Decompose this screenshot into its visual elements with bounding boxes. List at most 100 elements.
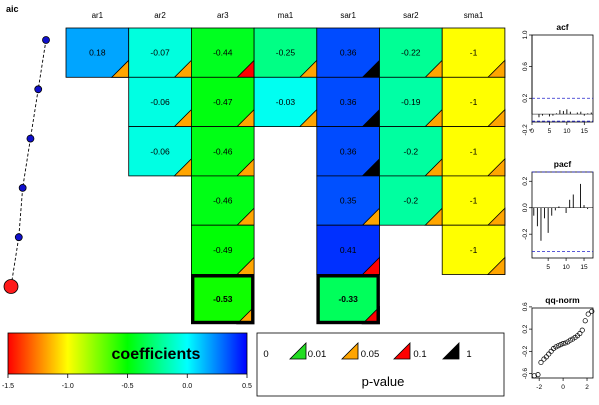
qq-point xyxy=(560,341,566,347)
aic-point xyxy=(26,134,35,143)
x-tick-label: 0 xyxy=(530,128,534,135)
coefficient-cell xyxy=(316,126,380,177)
y-tick-label: 0.2 xyxy=(522,93,529,102)
qq-point xyxy=(553,344,559,350)
pvalue-swatch xyxy=(442,342,460,360)
pvalue-swatch xyxy=(393,342,411,360)
coefficient-cell xyxy=(65,27,130,78)
pvalue-break-label: 0.05 xyxy=(361,349,380,360)
colorbar-tick-label: -0.5 xyxy=(121,383,133,390)
qq-point xyxy=(582,318,588,324)
coefficient-value: -0.19 xyxy=(401,97,421,107)
aic-title: aic xyxy=(6,4,19,14)
coefficient-cell xyxy=(316,175,380,226)
y-tick-label: 0.2 xyxy=(522,176,529,185)
x-tick-label: 10 xyxy=(562,264,570,271)
coefficient-cell xyxy=(190,224,255,275)
aic-selected-point xyxy=(3,279,19,294)
colorbar-tick-label: -1.0 xyxy=(62,383,74,390)
pvalue-legend-title: p-value xyxy=(362,374,405,389)
aic-point xyxy=(14,233,23,242)
x-tick-label: 0 xyxy=(561,384,565,391)
coefficient-value: -1 xyxy=(470,48,478,58)
aic-plot: aic xyxy=(3,4,50,294)
pvalue-marker xyxy=(486,256,506,275)
aic-line xyxy=(10,39,47,287)
coefficient-value: -0.2 xyxy=(404,146,419,156)
qq-point xyxy=(531,373,537,379)
y-tick-label: 0.2 xyxy=(522,324,529,333)
coefficient-value: -0.46 xyxy=(213,196,233,206)
y-tick-label: -0.2 xyxy=(522,228,529,240)
y-tick-label: -0.2 xyxy=(522,345,529,357)
pacf-plot: pacf -0.2 0.0 0.2 5 10 15 xyxy=(522,159,594,271)
coefficient-value: -0.53 xyxy=(213,294,233,304)
aic-point xyxy=(18,183,27,192)
coefficient-value: -0.25 xyxy=(276,48,296,58)
coefficient-value: -0.22 xyxy=(401,48,421,58)
coefficient-cell xyxy=(190,76,255,128)
colorbar-title: coefficients xyxy=(112,346,201,363)
y-tick-label: -0.6 xyxy=(522,368,529,380)
coefficient-value: -0.07 xyxy=(150,48,170,58)
qq-point xyxy=(577,331,583,337)
coefficient-cell xyxy=(316,224,380,275)
coefficient-value: -0.06 xyxy=(150,146,170,156)
coefficient-value: -0.2 xyxy=(404,196,419,206)
plot-frame xyxy=(531,171,594,259)
selected-model-border xyxy=(316,274,380,324)
coefficient-value: 0.36 xyxy=(340,97,357,107)
qq-point xyxy=(562,340,569,346)
pvalue-break-label: 1 xyxy=(466,349,471,360)
coefficient-cell xyxy=(379,27,443,78)
coefficient-cell xyxy=(253,27,318,78)
x-tick-label: 15 xyxy=(580,264,588,271)
coefficient-cell xyxy=(441,175,506,226)
coefficient-value: -1 xyxy=(470,146,478,156)
pvalue-legend-box xyxy=(256,332,505,397)
column-label: sar2 xyxy=(403,11,419,20)
x-tick-label: 15 xyxy=(581,128,589,135)
acf-plot: acf -0.2 0.2 0.6 1.0 0 5 10 15 xyxy=(522,22,594,136)
colorbar-tick-label: 0.0 xyxy=(182,383,192,390)
plot-frame xyxy=(531,34,594,123)
qq-point xyxy=(579,327,585,333)
coefficient-cell xyxy=(316,27,380,78)
coefficient-value: -0.33 xyxy=(338,294,358,304)
x-tick-label: -2 xyxy=(536,384,542,391)
y-tick-label: 1.0 xyxy=(522,30,529,39)
column-label: sma1 xyxy=(464,11,484,20)
coefficient-cell xyxy=(253,76,318,128)
coefficient-cell xyxy=(316,274,380,325)
coefficient-value: 0.36 xyxy=(340,146,357,156)
panel-title: acf xyxy=(556,22,568,32)
pvalue-break-label: 0.1 xyxy=(413,349,426,360)
panel-title: qq-norm xyxy=(545,295,580,305)
pvalue-break-label: 0.01 xyxy=(308,349,327,360)
coefficient-cell xyxy=(379,175,443,226)
qq-point xyxy=(555,343,561,349)
coefficient-cell xyxy=(441,224,506,275)
coefficient-cell xyxy=(190,126,255,177)
coefficient-cell xyxy=(190,175,255,226)
coefficient-cell xyxy=(441,27,506,78)
coefficient-cell xyxy=(128,126,192,177)
coefficient-value: 0.41 xyxy=(340,245,357,255)
qq-point xyxy=(558,342,564,348)
coefficient-value: -0.03 xyxy=(276,97,296,107)
y-tick-label: 0.6 xyxy=(522,302,529,311)
colorbar-gradient xyxy=(7,332,248,375)
column-label: ar1 xyxy=(92,11,104,20)
coefficient-value: -0.46 xyxy=(213,146,233,156)
x-tick-label: 2 xyxy=(585,384,589,391)
pvalue-swatch xyxy=(341,342,359,360)
coefficient-value: -1 xyxy=(470,245,478,255)
qq-point xyxy=(585,311,591,317)
x-tick-label: 5 xyxy=(548,128,552,135)
coefficient-cell xyxy=(441,126,506,177)
coefficient-value: 0.35 xyxy=(340,196,357,206)
coefficient-value: -1 xyxy=(470,97,478,107)
column-label: ma1 xyxy=(278,11,294,20)
